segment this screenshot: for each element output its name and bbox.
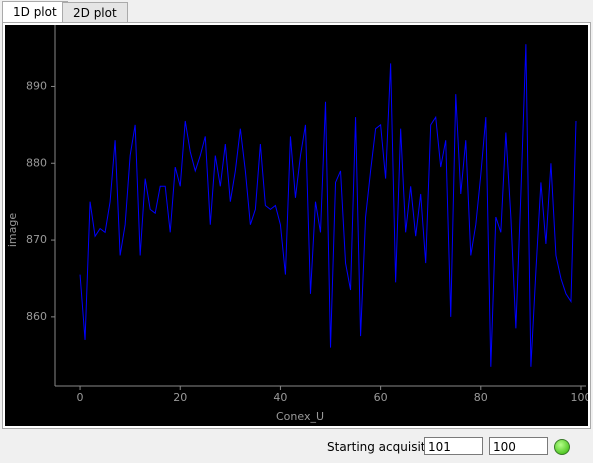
x-tick-label: 20 [173,391,187,404]
status-label: Starting acquisition [327,440,444,454]
y-tick-label: 880 [26,156,47,169]
tab[interactable]: 2D plot [62,2,128,23]
x-tick-label: 60 [374,391,388,404]
data-line [79,44,577,367]
x-tick-label: 100 [570,391,588,404]
text-field[interactable]: 100 [489,437,548,455]
x-tick-label: 80 [474,391,488,404]
tab[interactable]: 1D plot [2,1,68,23]
y-tick-label: 870 [26,233,47,246]
y-tick-label: 890 [26,79,47,92]
x-tick-label: 0 [77,391,84,404]
x-axis-label: Conex_U [276,410,324,423]
text-field[interactable]: 101 [424,437,483,455]
x-tick-label: 40 [273,391,287,404]
y-tick-label: 860 [26,310,47,323]
status-led [554,439,570,455]
y-axis-label: image [6,213,19,247]
tab-panel: Conex_U image 860 870 880 890 0 20 40 60 80 100 [2,22,591,429]
plot: Conex_U image 860 870 880 890 0 20 40 60 80 100 [5,25,588,426]
plot-background [5,25,588,426]
